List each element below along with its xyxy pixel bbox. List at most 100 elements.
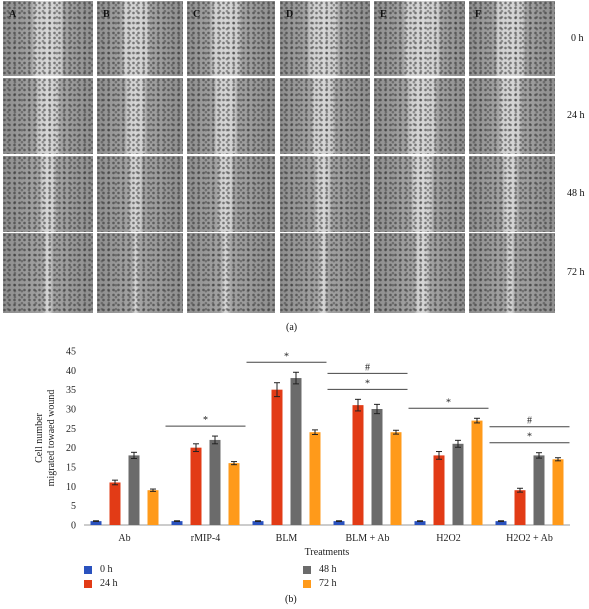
wound-image-b-2 [97, 156, 183, 232]
bar [352, 405, 364, 525]
bar [514, 490, 526, 525]
x-tick-label: H2O2 [436, 533, 460, 544]
y-tick-label: 10 [66, 482, 76, 493]
wound-image-a-1 [3, 78, 93, 154]
wound-image-d-0 [280, 1, 370, 76]
wound-image-c-1 [187, 78, 275, 154]
bar [471, 420, 483, 525]
wound-image-b-3 [97, 233, 183, 313]
significance-mark: * [365, 378, 370, 389]
bar [414, 521, 426, 525]
y-tick-label: 0 [71, 521, 76, 532]
y-tick-label: 30 [66, 405, 76, 416]
y-tick-label: 15 [66, 463, 76, 474]
wound-image-f-1 [469, 78, 555, 154]
bar [309, 432, 321, 525]
y-axis-label: Cell number [34, 412, 45, 462]
x-tick-label: BLM + Ab [346, 533, 390, 544]
significance-mark: * [527, 432, 532, 443]
wound-image-e-1 [374, 78, 465, 154]
significance-mark: # [527, 416, 532, 427]
significance-mark: * [203, 415, 208, 426]
y-tick-label: 20 [66, 443, 76, 454]
x-tick-label: H2O2 + Ab [506, 533, 553, 544]
wound-image-f-3 [469, 233, 555, 313]
time-row-label: 0 h [571, 32, 584, 44]
y-tick-label: 5 [71, 501, 76, 512]
wound-image-c-2 [187, 156, 275, 232]
condition-letter: B [103, 9, 110, 20]
wound-image-b-0 [97, 1, 183, 76]
significance-mark: # [365, 362, 370, 373]
wound-image-a-0 [3, 1, 93, 76]
wound-image-c-3 [187, 233, 275, 313]
legend-swatch [84, 579, 92, 588]
panel-a-caption: (a) [286, 322, 298, 333]
wound-image-e-2 [374, 156, 465, 232]
x-axis-label: Treatments [305, 547, 350, 558]
bar [390, 432, 402, 525]
significance-mark: * [446, 397, 451, 408]
bar [228, 463, 240, 525]
bar [433, 455, 445, 525]
wound-image-f-0 [469, 1, 555, 76]
wound-image-f-2 [469, 156, 555, 232]
wound-image-c-0 [187, 1, 275, 76]
bar [333, 521, 345, 525]
y-axis-label: migrated towaed wound [46, 390, 57, 487]
y-tick-label: 40 [66, 366, 76, 377]
wound-image-a-3 [3, 233, 93, 313]
condition-letter: C [193, 9, 201, 20]
bar [109, 482, 121, 525]
x-tick-label: BLM [276, 533, 298, 544]
legend-swatch [84, 565, 92, 574]
bar [290, 378, 302, 525]
panel-b-caption: (b) [285, 594, 297, 605]
bar [252, 521, 264, 525]
bar [128, 455, 140, 525]
condition-letter: D [286, 9, 294, 20]
wound-image-b-1 [97, 78, 183, 154]
bar [90, 521, 102, 525]
wound-image-d-3 [280, 233, 370, 313]
migration-bar-chart: 0 5 10 15 20 25 30 35 40 45 Cell number migrated to… [34, 347, 570, 558]
x-tick-label: Ab [118, 533, 130, 544]
legend-item: 0 h [84, 564, 113, 575]
bar [452, 443, 464, 525]
legend-item: 24 h [84, 578, 118, 589]
bar [190, 447, 202, 525]
time-row-label: 72 h [567, 267, 585, 278]
legend-label: 0 h [100, 564, 113, 575]
bar [147, 490, 159, 525]
condition-letter: F [475, 9, 482, 20]
bar [533, 455, 545, 525]
wound-image-a-2 [3, 156, 93, 232]
wound-image-e-0 [374, 1, 465, 76]
bar [209, 439, 221, 525]
condition-letter: A [9, 9, 17, 20]
wound-healing-image-grid: 0 h 24 h 48 h 72 h A B C D E F (a) [3, 1, 585, 333]
legend-swatch [303, 565, 311, 574]
significance-mark: * [284, 351, 289, 362]
bar [371, 409, 383, 525]
y-tick-label: 25 [66, 424, 76, 435]
legend-label: 72 h [319, 578, 337, 589]
time-row-label: 24 h [567, 110, 585, 121]
wound-image-d-2 [280, 156, 370, 232]
time-row-label: 48 h [567, 188, 585, 199]
bar [552, 459, 564, 525]
legend-swatch [303, 579, 311, 588]
bar [495, 521, 507, 525]
y-tick-label: 45 [66, 347, 76, 358]
legend-label: 24 h [100, 578, 118, 589]
condition-letter: E [380, 9, 387, 20]
y-tick-label: 35 [66, 385, 76, 396]
bar [171, 521, 183, 525]
legend-item: 72 h [303, 578, 337, 589]
wound-image-e-3 [374, 233, 465, 313]
legend-label: 48 h [319, 564, 337, 575]
legend-item: 48 h [303, 564, 337, 575]
wound-image-d-1 [280, 78, 370, 154]
bar [271, 389, 283, 525]
x-tick-label: rMIP-4 [191, 533, 220, 544]
